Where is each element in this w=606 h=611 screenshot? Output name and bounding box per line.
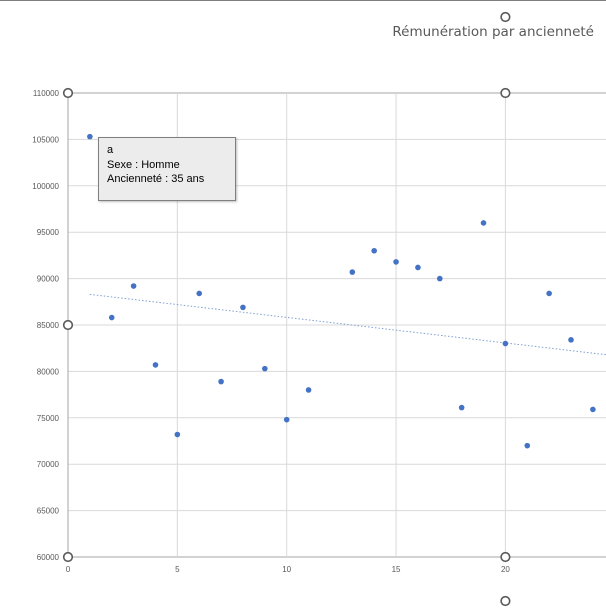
resize-handle[interactable] [500, 87, 511, 99]
chart-title: Rémunération par ancienneté [392, 24, 594, 40]
data-point[interactable] [524, 442, 531, 449]
y-tick-label: 60000 [37, 553, 60, 562]
top-border [0, 0, 606, 1]
y-tick-label: 65000 [37, 507, 60, 516]
tooltip-name: a [107, 144, 114, 156]
resize-handle[interactable] [62, 87, 74, 99]
x-tick-label: 0 [66, 565, 71, 574]
data-point[interactable] [108, 314, 115, 321]
resize-handle[interactable] [500, 595, 511, 607]
y-tick-label: 110000 [33, 89, 60, 98]
data-point[interactable] [87, 133, 93, 140]
data-point[interactable] [590, 406, 596, 413]
y-tick-label: 80000 [37, 367, 60, 376]
resize-handle[interactable] [62, 551, 74, 563]
y-tick-label: 75000 [37, 414, 60, 423]
x-tick-label: 20 [501, 565, 510, 574]
tooltip-sexe: Sexe : Homme [107, 158, 180, 171]
data-point[interactable] [130, 283, 137, 289]
x-tick-label: 10 [282, 565, 291, 574]
trendline-line [89, 293, 606, 356]
data-point[interactable] [546, 290, 552, 297]
data-point[interactable] [502, 340, 509, 347]
data-point[interactable] [568, 337, 574, 343]
data-point[interactable] [480, 220, 487, 226]
resize-handle[interactable] [62, 319, 74, 331]
x-tick-label: 5 [175, 565, 180, 574]
data-point[interactable] [371, 247, 377, 254]
x-tick-label: 15 [392, 565, 401, 574]
trendline [89, 293, 606, 356]
data-point-tooltip: a Sexe : Homme Ancienneté : 35 ans [98, 137, 236, 201]
y-tick-label: 100000 [32, 182, 59, 191]
data-point[interactable] [174, 431, 181, 438]
data-point[interactable] [262, 365, 268, 372]
y-tick-label: 70000 [37, 460, 60, 469]
resize-handle[interactable] [500, 551, 511, 563]
data-point[interactable] [240, 304, 246, 311]
data-point[interactable] [305, 387, 312, 393]
data-points[interactable] [87, 133, 596, 449]
gridlines [67, 92, 606, 558]
resize-handle[interactable] [500, 11, 511, 23]
data-point[interactable] [415, 264, 421, 271]
data-point[interactable] [196, 290, 203, 297]
y-tick-label: 105000 [32, 135, 59, 144]
data-point[interactable] [218, 378, 224, 385]
data-point[interactable] [349, 269, 356, 275]
y-tick-label: 90000 [37, 275, 60, 284]
y-tick-label: 95000 [37, 228, 60, 237]
data-point[interactable] [283, 416, 290, 423]
y-tick-label: 85000 [37, 321, 60, 330]
data-point[interactable] [393, 259, 399, 265]
data-point[interactable] [152, 362, 159, 368]
selection-handles[interactable] [62, 11, 511, 607]
data-point[interactable] [458, 404, 465, 411]
tick-labels: 60000 65000 70000 75000 80000 85000 90000 95000… [32, 89, 510, 574]
tooltip-anciennete: Ancienneté : 35 ans [107, 173, 205, 185]
data-point[interactable] [436, 275, 443, 282]
